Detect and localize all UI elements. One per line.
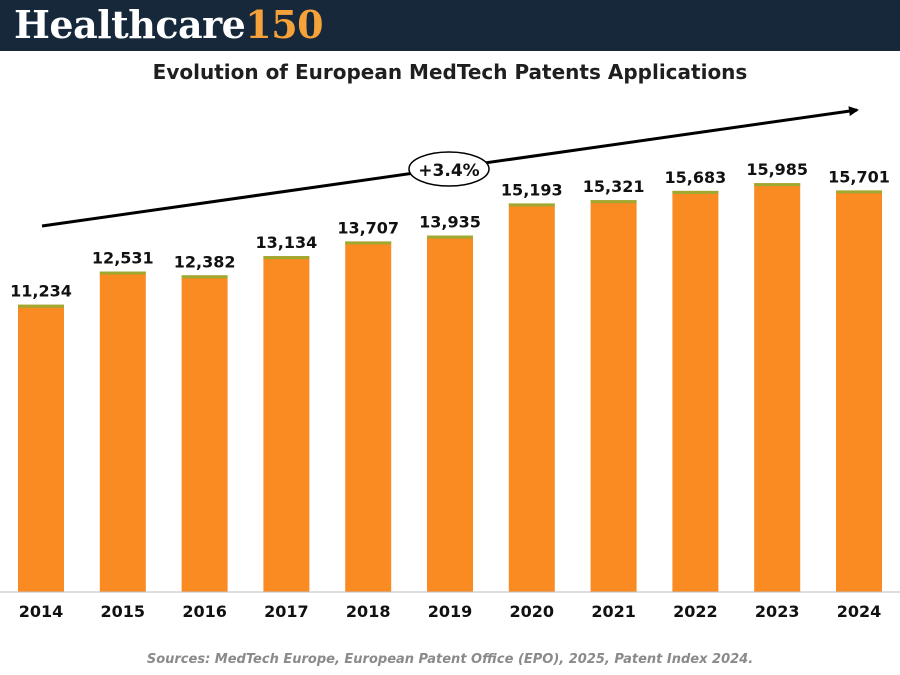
bar-2022 [672,190,719,593]
header-bar: Healthcare150 [0,0,900,51]
bar-cap-2024 [836,190,882,194]
x-tick-label-2019: 2019 [428,602,473,621]
x-tick-label-2023: 2023 [755,602,800,621]
x-tick-label-2020: 2020 [510,602,555,621]
bar-2019 [427,235,473,593]
value-label-2018: 13,707 [337,218,399,237]
bar-2024 [836,190,882,592]
growth-annotation-ellipse [408,151,490,187]
x-tick-label-2024: 2024 [837,602,882,621]
chart-title: Evolution of European MedTech Patents Ap… [152,60,748,84]
bar-cap-2015 [99,271,146,275]
bar-cap-2021 [590,200,637,204]
bar-cap-2022 [672,190,719,194]
bar-cap-2020 [508,203,555,207]
bar-2014 [18,304,64,592]
bar-cap-2016 [181,275,228,279]
healthcare150-logo: Healthcare150 [14,2,324,47]
value-label-2014: 11,234 [10,282,72,301]
value-label-2020: 15,193 [501,180,563,199]
bar-cap-2014 [18,304,64,308]
bar-2016 [181,275,228,592]
bar-2020 [508,203,555,592]
bar-cap-2017 [263,256,310,260]
x-tick-label-2017: 2017 [264,602,309,621]
x-tick-label-2021: 2021 [591,602,636,621]
value-label-2017: 13,134 [256,233,318,252]
x-tick-label-2015: 2015 [101,602,146,621]
x-tick-label-2022: 2022 [673,602,718,621]
value-label-2023: 15,985 [746,160,808,179]
bar-cap-2018 [345,241,392,245]
value-label-2022: 15,683 [665,168,727,187]
source-note: Sources: MedTech Europe, European Patent… [146,652,754,667]
bar-chart: 11,234 2014 12,531 2015 12,382 2016 13,134 2017… [0,106,900,621]
bar-cap-2023 [754,183,801,187]
x-tick-label-2018: 2018 [346,602,391,621]
bar-2015 [99,271,146,592]
growth-annotation-label: +3.4% [418,161,479,181]
value-label-2019: 13,935 [419,213,481,232]
bar-2023 [754,183,801,592]
value-label-2016: 12,382 [174,252,236,271]
value-label-2024: 15,701 [828,167,890,186]
x-tick-label-2016: 2016 [182,602,227,621]
x-tick-label-2014: 2014 [19,602,64,621]
bar-cap-2019 [427,235,473,239]
value-label-2015: 12,531 [92,249,154,268]
value-label-2021: 15,321 [583,177,645,196]
bar-2021 [590,200,637,593]
bar-2017 [263,256,310,592]
bar-2018 [345,241,392,592]
